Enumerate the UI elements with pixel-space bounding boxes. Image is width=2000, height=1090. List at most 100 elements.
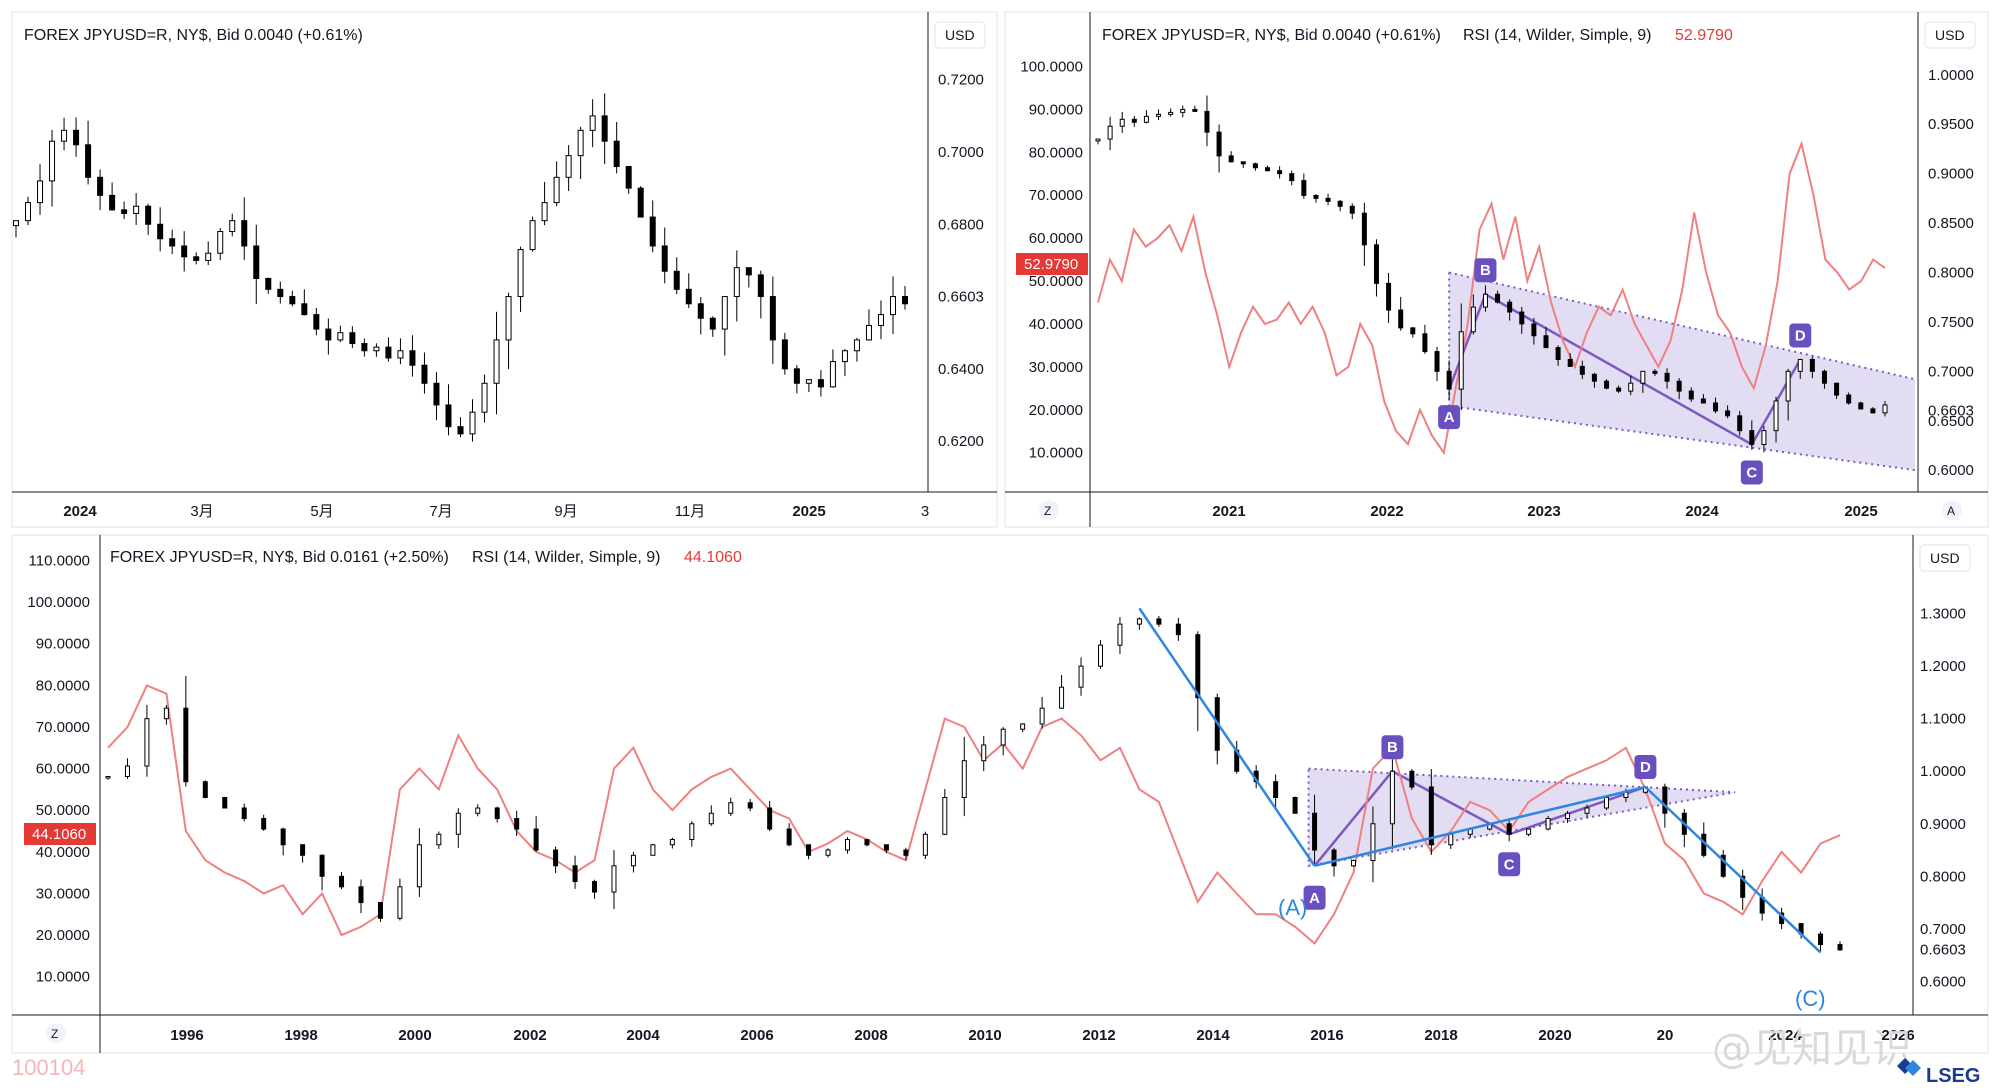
candle [124, 765, 130, 777]
panel3-x-tick: 2024 [1768, 1027, 1802, 1044]
candle [457, 426, 464, 435]
panel3-x-tick: 20 [1657, 1027, 1674, 1044]
candle [181, 245, 188, 258]
candle [1809, 358, 1815, 372]
candle [769, 296, 776, 341]
candle [1434, 351, 1440, 372]
panel3-rsi-tick: 110.0000 [29, 552, 90, 569]
candle [73, 129, 80, 146]
panel2-x-axis: 2021 2022 2023 2024 2025 [1212, 503, 1877, 520]
panel3-rsi-badge: 44.1060 [24, 823, 96, 845]
candle [416, 844, 422, 888]
candle [319, 854, 325, 877]
candle [1882, 404, 1888, 414]
candle [1398, 309, 1404, 329]
panel-bottom: FOREX JPYUSD=R, NY$, Bid 0.0161 (+2.50%)… [11, 534, 1989, 1054]
candle [1531, 323, 1537, 337]
candle [358, 886, 364, 904]
candle [97, 176, 104, 196]
candle [1712, 402, 1718, 412]
candle [261, 818, 267, 830]
panel3-x-tick: 1996 [170, 1027, 203, 1044]
panel3-rsi-badge-text: 44.1060 [32, 826, 86, 843]
candle [708, 812, 714, 825]
candle [747, 802, 753, 809]
pattern-point-label: A [1309, 890, 1320, 907]
panel1-currency: USD [945, 27, 975, 43]
panel3-zoom-button[interactable]: Z [46, 1023, 66, 1043]
candle [1519, 311, 1525, 325]
candle [121, 209, 128, 214]
panel3-y-tick: 1.0000 [1920, 763, 1966, 780]
candle [397, 886, 403, 919]
panel2-y-tick: 0.6000 [1928, 462, 1974, 479]
panel2-rsi-axis: 100.0000 90.0000 80.0000 70.0000 60.0000 50.0… [1020, 58, 1083, 461]
panel2-y-tick: 0.6603 [1928, 403, 1974, 420]
candle [133, 205, 140, 214]
candle [1192, 108, 1198, 112]
rsi-series [1097, 140, 1886, 456]
candle [1543, 335, 1549, 349]
panel3-x-tick: 2006 [740, 1027, 773, 1044]
candle [697, 303, 704, 319]
candle [1507, 301, 1513, 313]
candle [1545, 818, 1551, 830]
pattern-point-d: D [1789, 323, 1812, 348]
candle [565, 155, 572, 178]
candle [793, 368, 800, 384]
candle [397, 350, 404, 359]
candle [817, 379, 824, 388]
panel2-x-tick: 2021 [1212, 503, 1245, 520]
trend-wave-a [1138, 607, 1316, 867]
candle [144, 718, 150, 767]
panel3-x-tick: 2000 [398, 1027, 431, 1044]
panel2-zoom-button[interactable]: Z [1039, 500, 1059, 520]
candle [1039, 707, 1045, 725]
panel1-y-axis: 0.6200 0.6400 0.6603 0.6800 0.7000 0.7200 [938, 72, 984, 450]
candle [1604, 380, 1610, 389]
svg-text:Z: Z [51, 1027, 58, 1041]
panel3-y-tick: 0.8000 [1920, 868, 1966, 885]
candle [961, 760, 967, 798]
candle [1289, 173, 1295, 182]
candle [313, 314, 320, 330]
candle [445, 404, 452, 428]
candle [1846, 394, 1852, 404]
candle [1131, 118, 1137, 123]
candle [289, 296, 296, 305]
candle [1059, 686, 1065, 709]
panel2-auto-button[interactable]: A [1942, 500, 1962, 520]
candle [1470, 306, 1476, 333]
candle [183, 707, 189, 783]
candle [301, 303, 308, 316]
pattern-point-b: B [1474, 258, 1497, 283]
panel2-rsi-badge-text: 52.9790 [1024, 256, 1078, 273]
candle [1740, 875, 1746, 898]
panel2-rsi-tick: 20.0000 [1029, 402, 1083, 419]
panel2-y-tick: 0.6500 [1928, 413, 1974, 430]
candle [1252, 163, 1258, 169]
candle [1156, 618, 1162, 625]
candle [1834, 382, 1840, 396]
panel2-y-tick: 0.8500 [1928, 215, 1974, 232]
candle [361, 343, 368, 352]
panel3-rsi-line [107, 684, 1841, 945]
panel2-x-tick: 2024 [1685, 503, 1719, 520]
pattern-point-b: B [1381, 735, 1404, 760]
candle [877, 314, 884, 326]
candle [1628, 382, 1634, 392]
candle [1579, 365, 1585, 375]
trend-wave-c [1644, 786, 1822, 954]
panel1-candles [13, 93, 908, 442]
panel3-x-tick: 2026 [1881, 1027, 1914, 1044]
candle [1168, 111, 1174, 115]
wave-label-c: (C) [1795, 986, 1826, 1011]
panel1-x-tick: 2024 [63, 503, 97, 520]
candle [300, 844, 306, 856]
candle [883, 844, 889, 851]
candle [669, 839, 675, 846]
candle [1526, 828, 1532, 835]
candle [942, 797, 948, 835]
